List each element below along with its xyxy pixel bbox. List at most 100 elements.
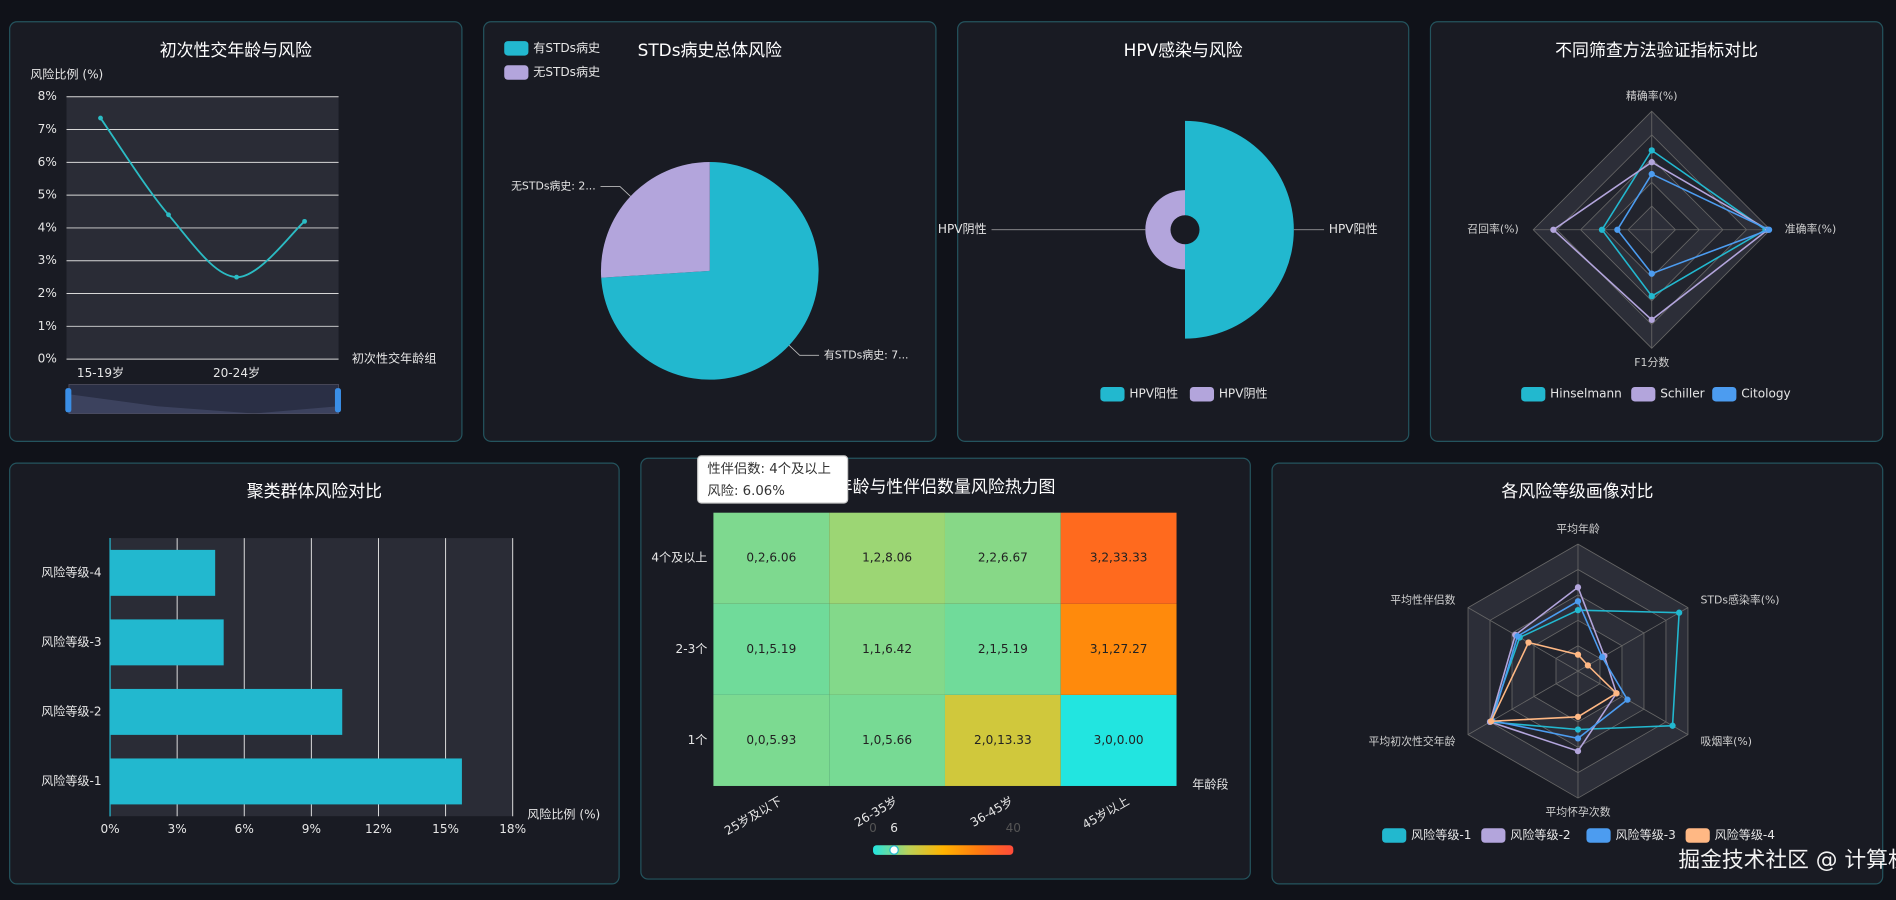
heatmap-cell: [944, 694, 1061, 786]
x-tick-label: 15-19岁: [77, 365, 124, 380]
radar-point: [1574, 747, 1582, 755]
chart-title: HPV感染与风险: [1124, 40, 1243, 60]
x-axis-label: 风险比例 (%): [527, 806, 600, 821]
heatmap-cell: [713, 694, 830, 786]
radar-point: [1584, 662, 1592, 669]
legend-label: Schiller: [1660, 387, 1704, 401]
radar-point: [1648, 292, 1655, 300]
x-tick-label: 12%: [365, 822, 392, 836]
y-tick-label: 3%: [38, 253, 57, 267]
x-tick-label: 6%: [235, 822, 254, 836]
indicator-label: 平均年龄: [1556, 522, 1600, 536]
radar-point: [1624, 696, 1631, 703]
chart-title: 初次性交年龄与风险: [160, 40, 312, 60]
heatmap-cell: [944, 603, 1061, 695]
legend-swatch: [504, 65, 529, 80]
tooltip-text: 风险: 6.06%: [707, 483, 785, 499]
radar-point: [1599, 653, 1606, 661]
radar-point: [1574, 713, 1582, 720]
radar-point: [1669, 722, 1676, 729]
radar-point: [1675, 609, 1683, 616]
radar-point: [1648, 170, 1655, 178]
radar-point: [1574, 726, 1582, 733]
rose-sector: [1185, 120, 1294, 339]
cell-label: 0,2,6.06: [746, 551, 796, 565]
y-tick-label: 0%: [38, 352, 57, 366]
legend-swatch: [1685, 828, 1710, 843]
bar: [110, 549, 216, 596]
cell-label: 1,0,5.66: [862, 733, 912, 747]
legend-swatch: [1631, 386, 1656, 402]
pie-slice: [600, 162, 710, 278]
rose-sector: [1145, 190, 1185, 270]
bar: [110, 619, 224, 666]
legend-label: HPV阳性: [1129, 387, 1178, 401]
radar-axis: [1467, 670, 1579, 735]
radar-point: [1550, 226, 1557, 233]
visual-map-min: 0: [869, 821, 877, 835]
y-tick-label: 8%: [38, 89, 57, 103]
radar-point: [1648, 159, 1655, 166]
x-tick-label: 15%: [432, 822, 459, 836]
indicator-label: 吸烟率(%): [1701, 734, 1752, 748]
radar-point: [1525, 639, 1532, 646]
radar-point: [1574, 598, 1582, 605]
heatmap-cell: [713, 512, 830, 604]
indicator-label: 精确率(%): [1626, 89, 1677, 103]
canvas: 初次性交年龄与风险 STDs病史总体风险 HPV感染与风险 不同筛查方法验证指标对比聚…: [9, 21, 1896, 885]
heatmap-cell: [1060, 694, 1177, 786]
data-label: 无STDs病史: 2...: [511, 178, 596, 192]
indicator-label: 召回率(%): [1467, 222, 1518, 236]
watermark: 掘金技术社区 @ 计算机编程指导师: [1678, 848, 1896, 873]
pie-slice: [601, 162, 819, 380]
legend-label: Hinselmann: [1550, 387, 1622, 401]
visual-map-handle: [889, 845, 899, 855]
indicator-label: STDs感染率(%): [1701, 592, 1780, 606]
legend-label: 风险等级-3: [1615, 827, 1675, 842]
point: [302, 218, 307, 224]
radar-point: [1648, 270, 1655, 277]
chart-title: STDs病史总体风险: [638, 40, 782, 60]
panel: [957, 21, 1410, 442]
cell-label: 0,0,5.93: [746, 733, 796, 747]
radar-point: [1613, 690, 1620, 697]
legend-label: 有STDs病史: [533, 40, 600, 55]
heatmap-cell: [829, 694, 945, 786]
label-line: [600, 186, 631, 197]
cell-label: 0,1,5.19: [746, 642, 796, 656]
cell-label: 2,1,5.19: [978, 642, 1028, 656]
cell-label: 2,2,6.67: [978, 551, 1028, 565]
tooltip: [697, 455, 849, 504]
legend-swatch: [1481, 828, 1506, 843]
y-tick-label: 风险等级-1: [41, 773, 101, 788]
heatmap-cell: [944, 512, 1061, 604]
radar-axis: [1577, 607, 1689, 672]
radar-axis: [1467, 607, 1579, 672]
y-tick-label: 1个: [688, 733, 708, 747]
chart-title: 年龄与性伴侣数量风险热力图: [836, 476, 1056, 496]
line-series: [99, 117, 306, 279]
legend-label: 风险等级-1: [1411, 827, 1471, 842]
legend-label: Citology: [1741, 387, 1790, 401]
legend-label: 无STDs病史: [533, 64, 600, 79]
legend-label: 风险等级-2: [1510, 827, 1570, 842]
y-tick-label: 6%: [38, 155, 57, 169]
label-line: [788, 345, 820, 356]
x-axis-label: 初次性交年龄组: [352, 351, 437, 366]
y-axis-label: 风险比例 (%): [30, 66, 103, 81]
y-tick-label: 2%: [38, 286, 57, 300]
visual-map-handle-label: 6: [890, 821, 898, 835]
indicator-label: 平均性伴侣数: [1390, 592, 1455, 606]
visual-map-max: 40: [1006, 821, 1021, 835]
legend-label: 风险等级-4: [1715, 827, 1775, 842]
visual-map-bar: [873, 845, 1014, 855]
radar-point: [1574, 735, 1582, 742]
point: [234, 274, 239, 280]
data-label: HPV阴性: [938, 222, 987, 236]
x-tick-label: 18%: [499, 822, 526, 836]
legend-swatch: [1586, 828, 1611, 843]
y-tick-label: 5%: [38, 188, 57, 202]
radar-point: [1598, 226, 1606, 233]
